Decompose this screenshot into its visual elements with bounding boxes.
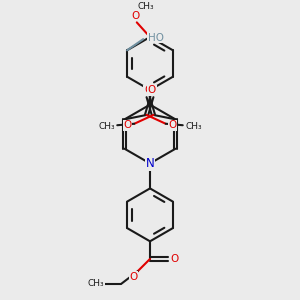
Text: CH₃: CH₃	[185, 122, 202, 131]
Text: O: O	[131, 11, 140, 21]
Text: CH₃: CH₃	[138, 2, 154, 11]
Text: HO: HO	[148, 33, 164, 43]
Text: O: O	[124, 120, 132, 130]
Text: O: O	[144, 85, 152, 95]
Text: O: O	[148, 85, 156, 95]
Text: N: N	[146, 157, 154, 170]
Text: O: O	[170, 254, 178, 264]
Text: CH₃: CH₃	[88, 279, 104, 288]
Text: O: O	[168, 120, 176, 130]
Text: O: O	[129, 272, 137, 282]
Text: CH₃: CH₃	[98, 122, 115, 131]
